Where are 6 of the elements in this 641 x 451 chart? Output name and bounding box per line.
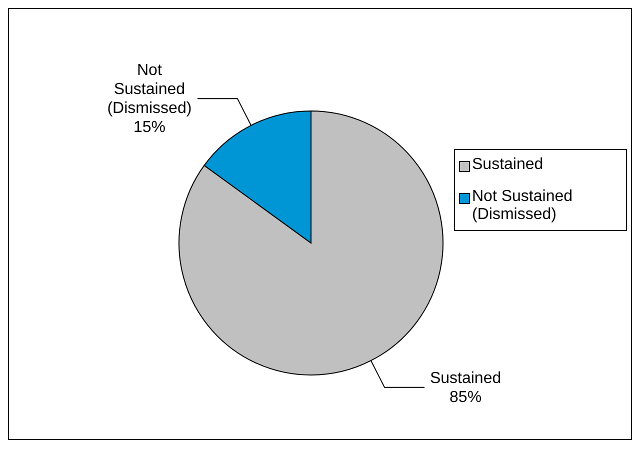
data-label: 15% <box>133 119 166 136</box>
data-label: 85% <box>450 388 482 406</box>
legend-label: Not Sustained (Dismissed) <box>472 188 574 224</box>
legend-label: Sustained <box>472 156 544 174</box>
slice-label: Not Sustained (Dismissed) <box>107 62 192 118</box>
slice-label: Sustained <box>430 370 502 387</box>
